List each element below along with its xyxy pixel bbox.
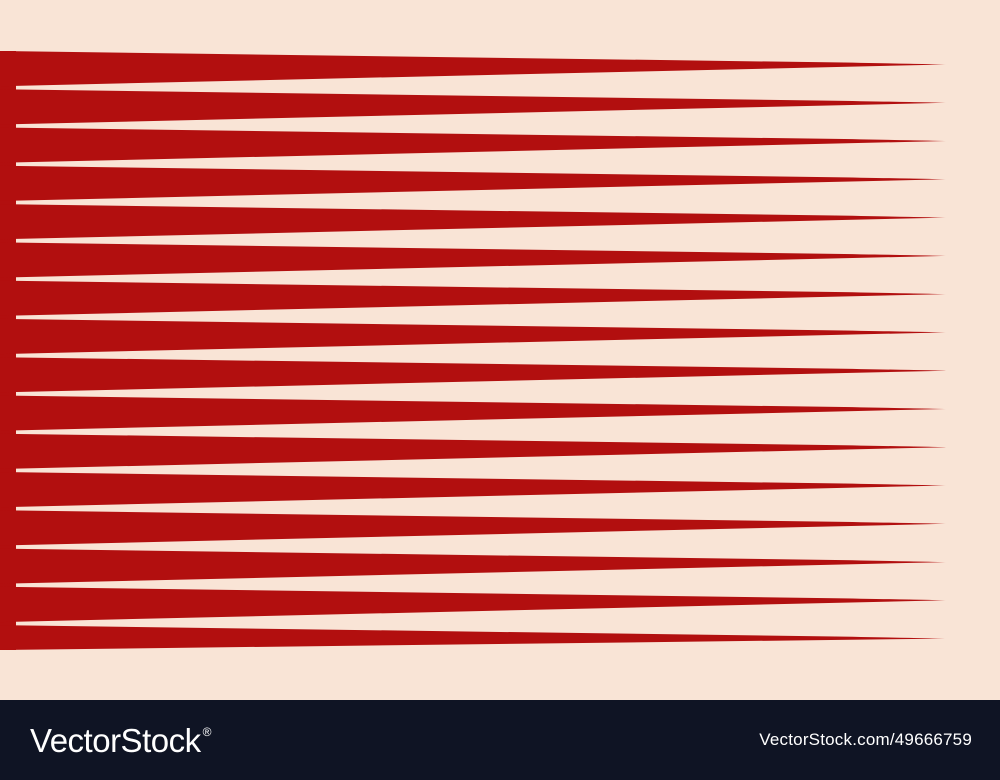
spike-stripe (0, 89, 946, 125)
spike-stripe (0, 357, 946, 393)
spike-stripe (0, 51, 946, 87)
striped-spikes-artwork (0, 51, 946, 650)
spike-stripe (0, 548, 946, 584)
registered-mark: ® (202, 724, 212, 739)
spike-stripe (0, 586, 946, 623)
spike-stripe (0, 510, 946, 546)
spike-stripe (0, 280, 946, 316)
spike-stripe (0, 204, 946, 240)
vectorstock-logo: VectorStock ® (30, 724, 211, 757)
spike-stripe (0, 318, 946, 355)
spike-stripe (0, 625, 946, 650)
spike-stripe (0, 395, 946, 431)
spike-stripe (0, 165, 946, 201)
watermark-footer: VectorStock ® VectorStock.com/49666759 (0, 700, 1000, 780)
image-id-label: VectorStock.com/49666759 (759, 730, 972, 749)
spike-stripe (0, 472, 946, 508)
spike-stripes (0, 51, 946, 650)
brand-name: VectorStock (30, 721, 201, 759)
spike-stripe (0, 242, 946, 278)
spike-stripe (0, 127, 946, 163)
spike-stripe (0, 433, 946, 469)
